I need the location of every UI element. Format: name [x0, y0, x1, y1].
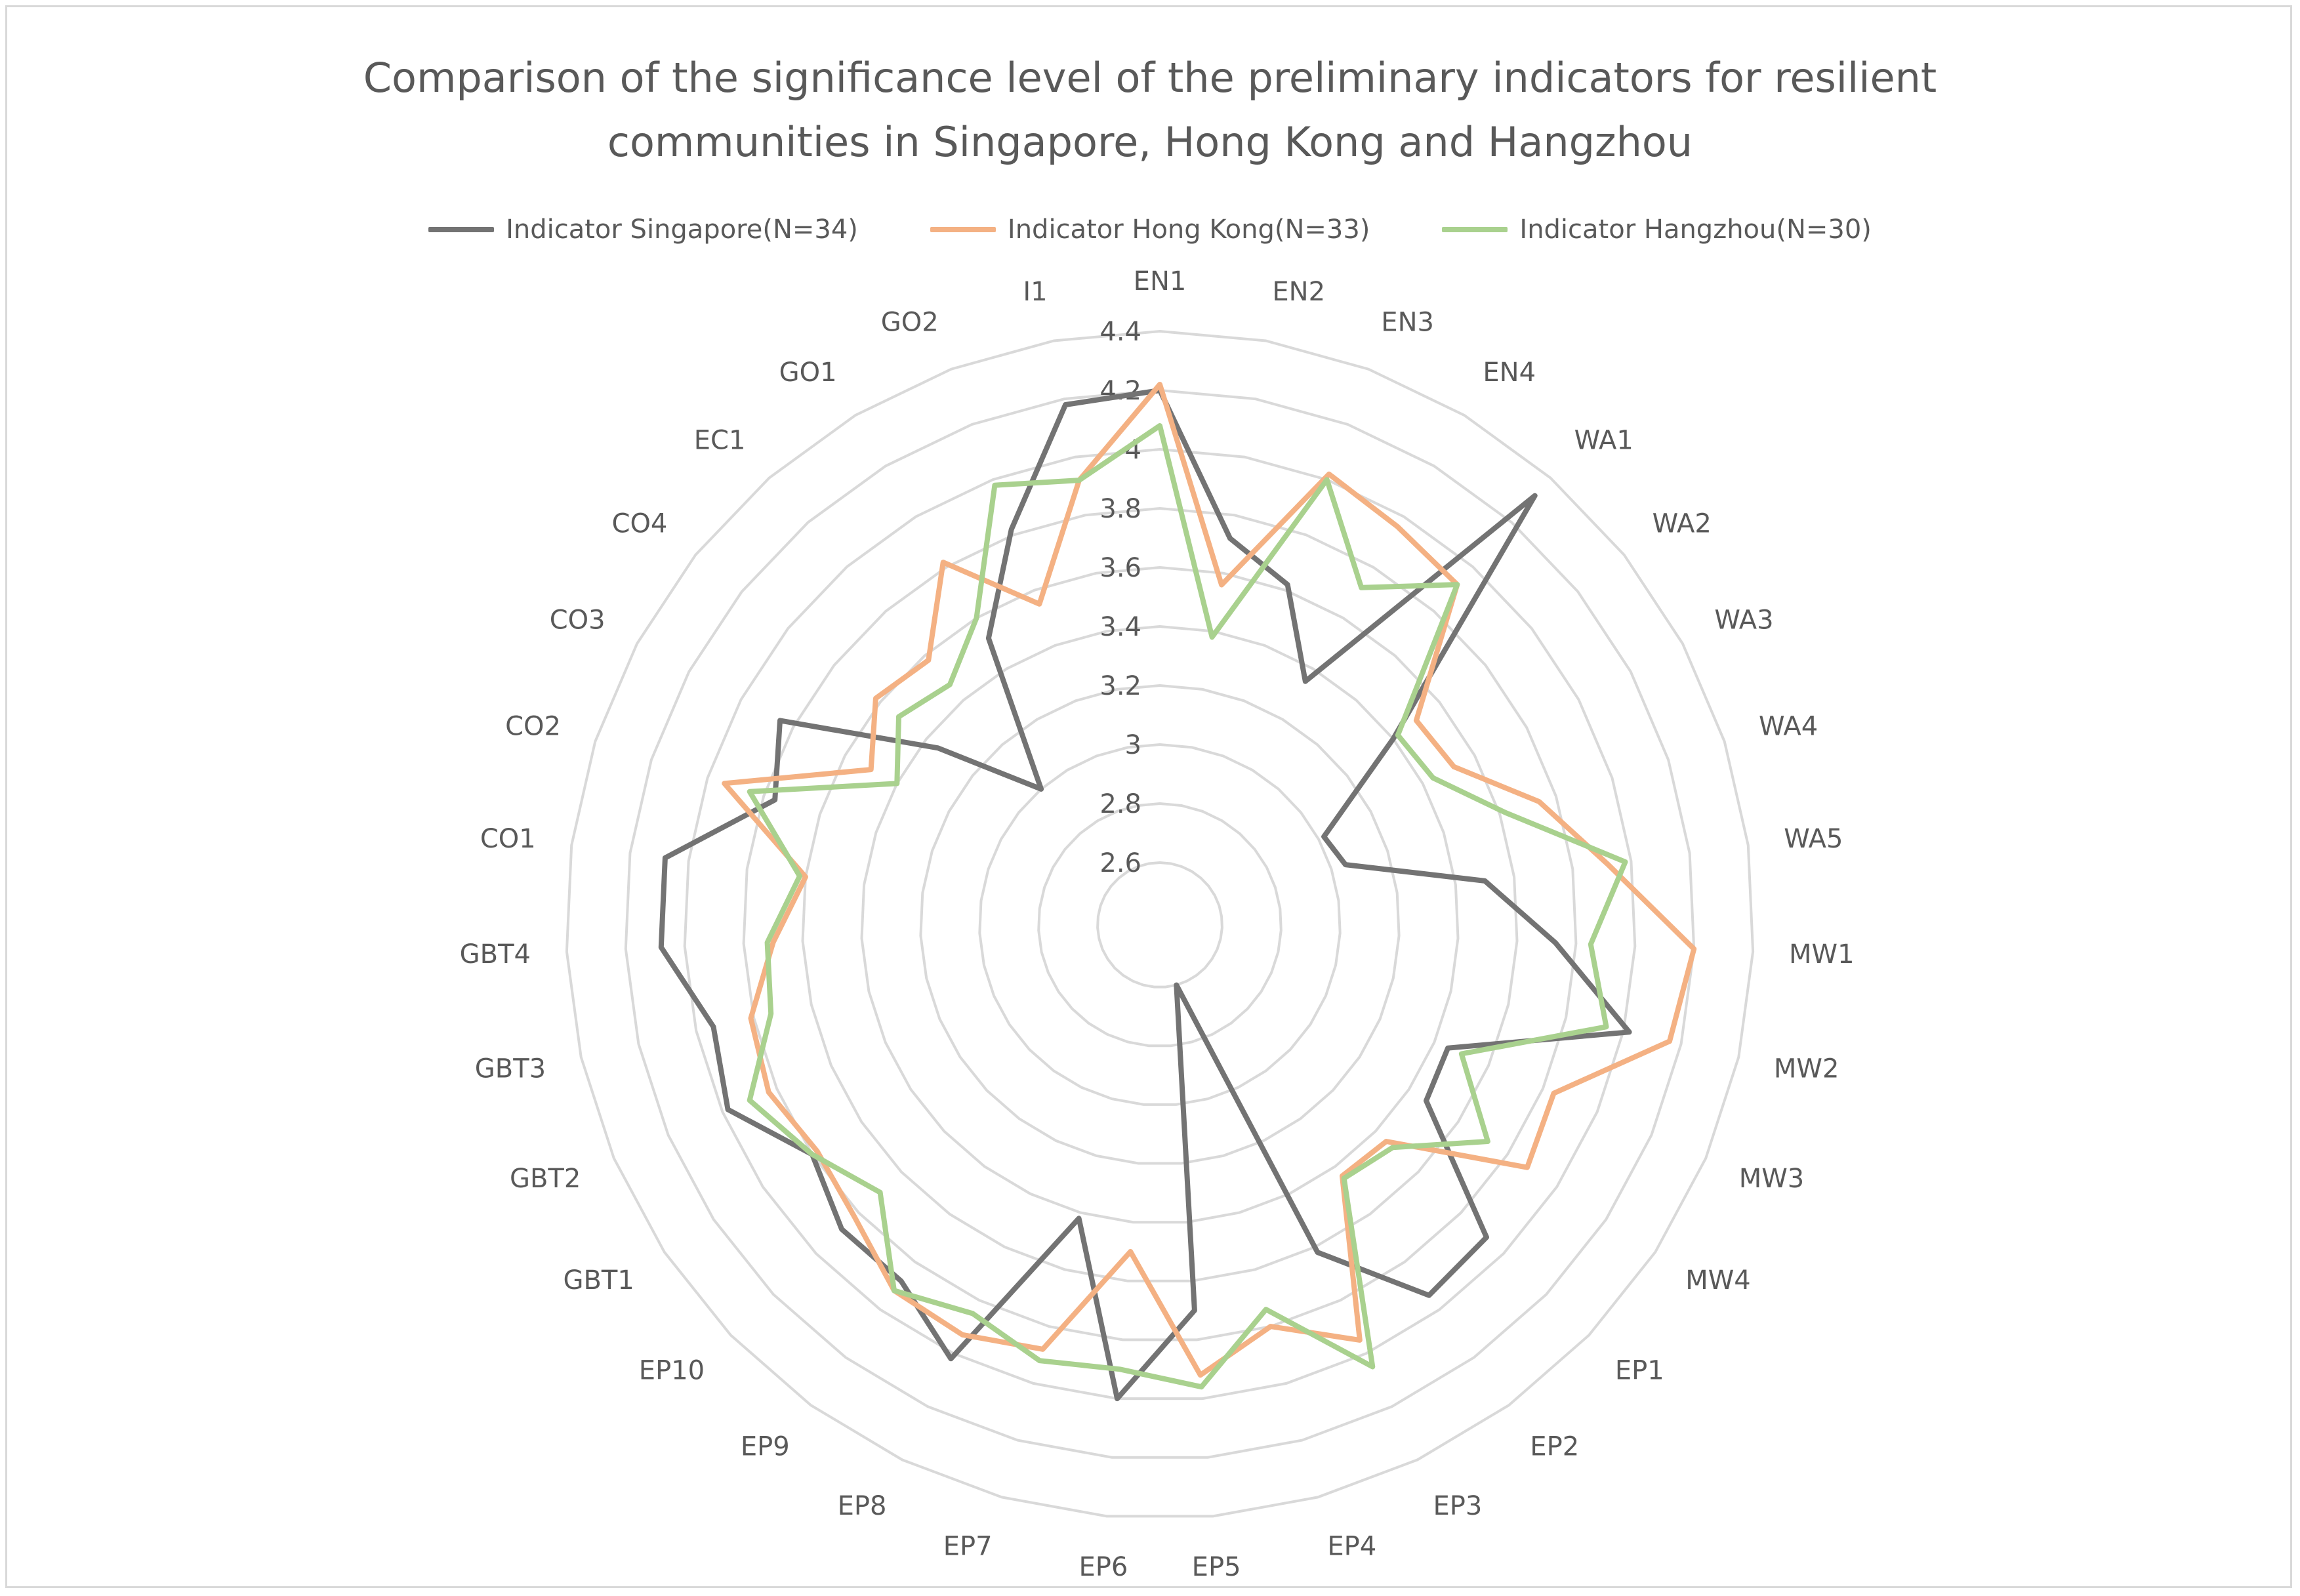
series-lines [658, 382, 1697, 1402]
category-label-mw3: MW3 [1739, 1164, 1805, 1194]
legend-swatch-hong-kong [930, 227, 996, 232]
category-label-wa3: WA3 [1714, 605, 1773, 636]
category-label-ep9: EP9 [741, 1432, 790, 1462]
tick-label-2-6: 2.6 [1099, 848, 1141, 878]
category-label-ep6: EP6 [1078, 1552, 1128, 1582]
category-label-mw4: MW4 [1685, 1265, 1751, 1296]
category-label-mw1: MW1 [1789, 939, 1855, 970]
grid-ring-3-2 [919, 684, 1401, 1165]
legend-item-hong-kong: Indicator Hong Kong(N=33) [930, 215, 1370, 245]
grid-ring-2-8 [1037, 802, 1283, 1048]
category-label-ep10: EP10 [639, 1356, 705, 1386]
tick-label-4-2: 4.2 [1099, 376, 1141, 406]
tick-label-3-6: 3.6 [1099, 553, 1141, 583]
legend-swatch-hangzhou [1442, 227, 1508, 232]
category-label-gbt4: GBT4 [460, 939, 531, 970]
category-labels: EN1 EN2 EN3 EN4 WA1 WA2 WA3 WA4 WA5 MW1 MW2 MW3 MW4 E… [460, 266, 1855, 1582]
category-label-co2: CO2 [505, 712, 561, 742]
series-line-hangzhou [747, 423, 1628, 1390]
category-label-i1: I1 [1023, 277, 1047, 307]
category-label-gbt2: GBT2 [510, 1164, 581, 1194]
tick-label-2-8: 2.8 [1099, 789, 1141, 819]
category-label-gbt3: GBT3 [475, 1054, 546, 1084]
chart-title: Comparison of the significance level of … [0, 46, 2300, 174]
category-label-co3: CO3 [550, 605, 606, 636]
category-label-co4: CO4 [612, 509, 668, 539]
radar-grid [565, 329, 1755, 1518]
category-label-en2: EN2 [1272, 277, 1325, 307]
chart-title-line-1: Comparison of the significance level of … [363, 54, 1937, 102]
tick-label-3-4: 3.4 [1099, 612, 1141, 642]
legend-swatch-singapore [428, 227, 495, 232]
tick-label-3-2: 3.2 [1099, 671, 1141, 701]
grid-ring-3-6 [801, 565, 1519, 1282]
legend: Indicator Singapore(N=34) Indicator Hong… [0, 210, 2300, 249]
grid-ring-3 [978, 743, 1342, 1106]
category-label-wa5: WA5 [1784, 824, 1843, 854]
legend-label-hangzhou: Indicator Hangzhou(N=30) [1519, 215, 1872, 245]
series-line-singapore [658, 388, 1632, 1402]
grid-ring-2-6 [1096, 861, 1223, 989]
category-label-gbt1: GBT1 [563, 1265, 634, 1296]
grid-ring-3-4 [860, 624, 1460, 1224]
category-label-ep1: EP1 [1615, 1356, 1664, 1386]
category-label-ep3: EP3 [1433, 1491, 1483, 1521]
grid-ring-3-8 [742, 506, 1578, 1341]
grid-ring-4-2 [624, 388, 1696, 1459]
category-label-co1: CO1 [480, 824, 536, 854]
category-label-go1: GO1 [779, 358, 837, 388]
category-label-en1: EN1 [1134, 266, 1187, 297]
legend-label-singapore: Indicator Singapore(N=34) [506, 215, 858, 245]
category-label-wa4: WA4 [1759, 712, 1818, 742]
legend-label-hong-kong: Indicator Hong Kong(N=33) [1007, 215, 1370, 245]
category-label-wa1: WA1 [1574, 426, 1633, 456]
legend-item-singapore: Indicator Singapore(N=34) [428, 215, 858, 245]
category-label-en3: EN3 [1381, 308, 1434, 338]
category-label-ep5: EP5 [1192, 1552, 1241, 1582]
grid-ring-4 [683, 447, 1637, 1401]
tick-label-3: 3 [1125, 730, 1141, 760]
tick-label-4-4: 4.4 [1099, 317, 1141, 347]
category-label-ep2: EP2 [1530, 1432, 1579, 1462]
grid-ring-4-4 [565, 329, 1755, 1518]
chart-title-line-2: communities in Singapore, Hong Kong and … [607, 118, 1693, 166]
category-label-ec1: EC1 [694, 426, 746, 456]
category-label-ep7: EP7 [943, 1532, 993, 1562]
category-label-go2: GO2 [881, 308, 939, 338]
tick-label-3-8: 3.8 [1099, 494, 1141, 524]
category-label-ep8: EP8 [838, 1491, 887, 1521]
category-label-ep4: EP4 [1327, 1532, 1376, 1562]
category-label-mw2: MW2 [1774, 1054, 1839, 1084]
category-label-en4: EN4 [1483, 358, 1536, 388]
category-label-wa2: WA2 [1653, 509, 1712, 539]
legend-item-hangzhou: Indicator Hangzhou(N=30) [1442, 215, 1872, 245]
chart-frame [5, 5, 2292, 1588]
series-line-hong-kong [722, 382, 1697, 1378]
